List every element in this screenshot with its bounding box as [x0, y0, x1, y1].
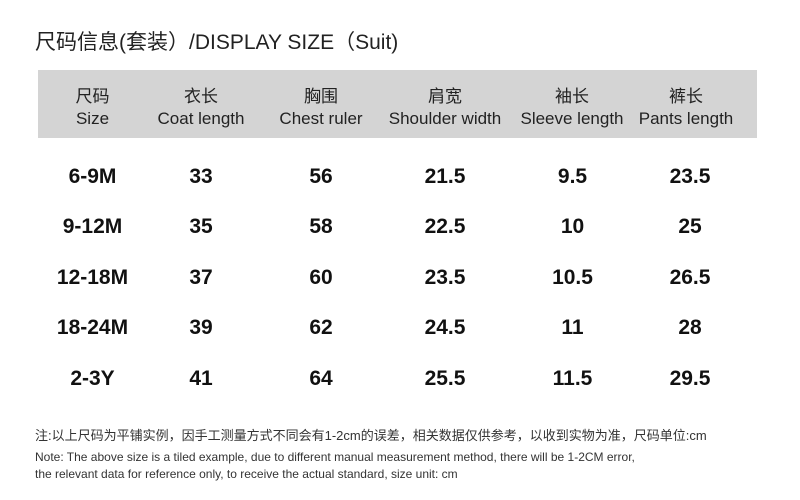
pants-length-cell: 29.5: [669, 367, 711, 390]
chest-cell: 62: [309, 316, 333, 339]
pants-length-cell: 23.5: [669, 165, 711, 188]
header-size-en: Size: [75, 109, 110, 128]
header-pants-length: 裤长 Pants length: [634, 86, 738, 130]
shoulder-width-cell: 24.5: [424, 316, 466, 339]
header-coat-length-en: Coat length: [157, 109, 245, 128]
shoulder-width-cell: 25.5: [424, 367, 466, 390]
chest-cell: 64: [309, 367, 333, 390]
table-row: 12-18M 37 60 23.5 10.5 26.5: [0, 258, 800, 298]
shoulder-width-cell: 21.5: [424, 165, 466, 188]
pants-length-cell: 26.5: [669, 266, 711, 289]
table-row: 2-3Y 41 64 25.5 11.5 29.5: [0, 359, 800, 399]
coat-length-cell: 35: [189, 215, 213, 238]
note-en-line1: Note: The above size is a tiled example,…: [35, 450, 635, 464]
header-chest: 胸围 Chest ruler: [268, 86, 374, 130]
header-sleeve-length: 袖长 Sleeve length: [517, 86, 627, 130]
header-coat-length: 衣长 Coat length: [148, 86, 254, 130]
size-cell: 18-24M: [56, 316, 129, 339]
header-shoulder-width-cn: 肩宽: [428, 87, 462, 106]
sleeve-length-cell: 11.5: [552, 367, 593, 390]
shoulder-width-cell: 23.5: [424, 266, 466, 289]
header-sleeve-length-cn: 袖长: [555, 87, 589, 106]
header-sleeve-length-en: Sleeve length: [520, 109, 624, 128]
header-chest-cn: 胸围: [304, 87, 338, 106]
header-coat-length-cn: 衣长: [184, 87, 218, 106]
size-cell: 2-3Y: [70, 367, 115, 390]
table-row: 18-24M 39 62 24.5 11 28: [0, 308, 800, 348]
page-title: 尺码信息(套装）/DISPLAY SIZE（Suit): [35, 31, 399, 54]
pants-length-cell: 25: [678, 215, 702, 238]
sleeve-length-cell: 10: [560, 215, 585, 238]
chest-cell: 60: [309, 266, 333, 289]
note-cn: 注:以上尺码为平铺实例，因手工测量方式不同会有1-2cm的误差，相关数据仅供参考…: [35, 428, 707, 443]
header-pants-length-en: Pants length: [638, 109, 734, 128]
chest-cell: 56: [309, 165, 333, 188]
note-en-line2: the relevant data for reference only, to…: [35, 467, 458, 481]
size-cell: 9-12M: [62, 215, 123, 238]
table-row: 6-9M 33 56 21.5 9.5 23.5: [0, 157, 800, 197]
coat-length-cell: 37: [189, 266, 213, 289]
pants-length-cell: 28: [678, 316, 702, 339]
sleeve-length-cell: 9.5: [557, 165, 588, 188]
table-header-background: [38, 70, 757, 138]
sleeve-length-cell: 11: [561, 316, 584, 339]
header-size: 尺码 Size: [50, 86, 135, 130]
chest-cell: 58: [309, 215, 333, 238]
shoulder-width-cell: 22.5: [424, 215, 466, 238]
header-shoulder-width-en: Shoulder width: [388, 109, 502, 128]
size-cell: 6-9M: [68, 165, 117, 188]
coat-length-cell: 39: [189, 316, 213, 339]
coat-length-cell: 33: [189, 165, 213, 188]
header-shoulder-width: 肩宽 Shoulder width: [383, 86, 507, 130]
sleeve-length-cell: 10.5: [552, 266, 593, 289]
header-size-cn: 尺码: [75, 87, 110, 106]
table-row: 9-12M 35 58 22.5 10 25: [0, 207, 800, 247]
header-pants-length-cn: 裤长: [669, 87, 703, 106]
size-cell: 12-18M: [56, 266, 129, 289]
header-chest-en: Chest ruler: [279, 109, 363, 128]
coat-length-cell: 41: [189, 367, 213, 390]
